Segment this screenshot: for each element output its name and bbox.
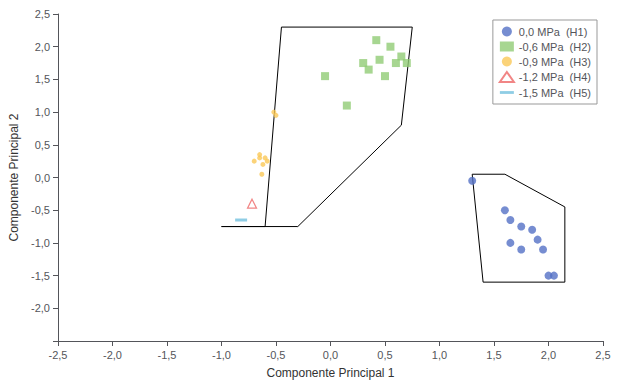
svg-text:0,0 MPa (H1): 0,0 MPa (H1) <box>519 26 587 38</box>
svg-text:-0,5: -0,5 <box>267 349 286 361</box>
svg-text:2,0: 2,0 <box>35 41 50 53</box>
svg-text:-1,5: -1,5 <box>31 270 50 282</box>
svg-text:2,5: 2,5 <box>35 8 50 20</box>
svg-text:2,5: 2,5 <box>595 349 610 361</box>
svg-text:-0,5: -0,5 <box>31 204 50 216</box>
svg-text:-1,2 MPa (H4): -1,2 MPa (H4) <box>519 71 591 83</box>
svg-text:0,5: 0,5 <box>377 349 392 361</box>
svg-text:-2,0: -2,0 <box>103 349 122 361</box>
svg-text:Componente Principal 1: Componente Principal 1 <box>266 366 394 380</box>
svg-text:-1,0: -1,0 <box>31 237 50 249</box>
svg-text:-1,5: -1,5 <box>158 349 177 361</box>
svg-text:-0,9 MPa (H3): -0,9 MPa (H3) <box>519 56 591 68</box>
svg-text:Componente Principal 2: Componente Principal 2 <box>7 113 21 241</box>
svg-text:-1,5 MPa (H5): -1,5 MPa (H5) <box>519 87 591 99</box>
svg-text:1,0: 1,0 <box>35 106 50 118</box>
svg-text:1,5: 1,5 <box>486 349 501 361</box>
svg-text:0,0: 0,0 <box>323 349 338 361</box>
svg-text:-2,0: -2,0 <box>31 302 50 314</box>
svg-text:1,5: 1,5 <box>35 73 50 85</box>
svg-text:2,0: 2,0 <box>541 349 556 361</box>
svg-text:0,5: 0,5 <box>35 139 50 151</box>
svg-text:-0,6 MPa (H2): -0,6 MPa (H2) <box>519 41 591 53</box>
svg-text:-1,0: -1,0 <box>212 349 231 361</box>
svg-text:-2,5: -2,5 <box>49 349 68 361</box>
svg-text:0,0: 0,0 <box>35 172 50 184</box>
svg-text:1,0: 1,0 <box>432 349 447 361</box>
